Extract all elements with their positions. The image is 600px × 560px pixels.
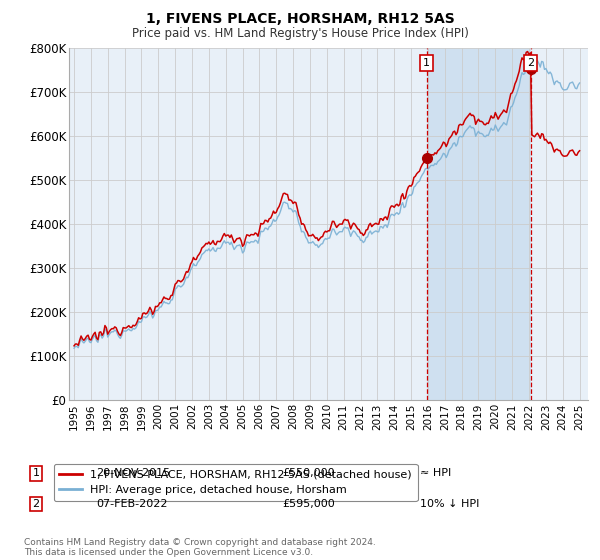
- Text: 2: 2: [527, 58, 534, 68]
- Text: 1: 1: [423, 58, 430, 68]
- Text: £550,000: £550,000: [282, 468, 335, 478]
- Text: 07-FEB-2022: 07-FEB-2022: [96, 499, 167, 509]
- Bar: [427, 48, 531, 400]
- Text: £595,000: £595,000: [282, 499, 335, 509]
- Text: 1, FIVENS PLACE, HORSHAM, RH12 5AS: 1, FIVENS PLACE, HORSHAM, RH12 5AS: [146, 12, 454, 26]
- Legend: 1, FIVENS PLACE, HORSHAM, RH12 5AS (detached house), HPI: Average price, detache: 1, FIVENS PLACE, HORSHAM, RH12 5AS (deta…: [54, 464, 418, 501]
- Text: 20-NOV-2015: 20-NOV-2015: [96, 468, 170, 478]
- Text: ≈ HPI: ≈ HPI: [420, 468, 451, 478]
- Text: 2: 2: [32, 499, 40, 509]
- Text: 10% ↓ HPI: 10% ↓ HPI: [420, 499, 479, 509]
- Text: Price paid vs. HM Land Registry's House Price Index (HPI): Price paid vs. HM Land Registry's House …: [131, 27, 469, 40]
- Text: 1: 1: [32, 468, 40, 478]
- Text: Contains HM Land Registry data © Crown copyright and database right 2024.
This d: Contains HM Land Registry data © Crown c…: [24, 538, 376, 557]
